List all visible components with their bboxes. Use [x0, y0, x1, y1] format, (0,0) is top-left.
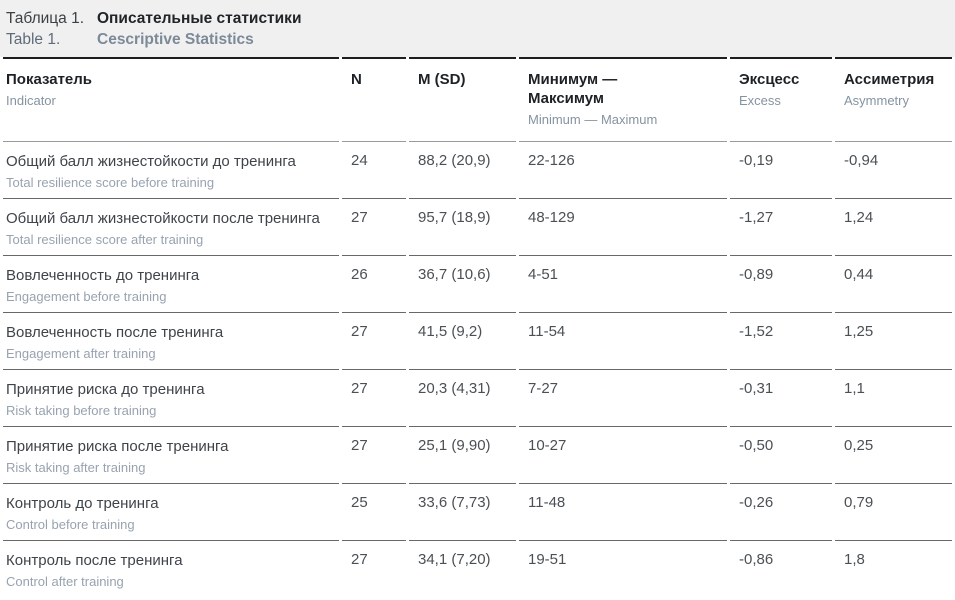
caption-ru-title: Описательные статистики [97, 10, 302, 27]
cell-m-sd: 34,1 (7,20) [409, 540, 516, 597]
row-label-en: Engagement after training [6, 346, 156, 361]
cell-asymmetry: 0,25 [835, 426, 952, 483]
caption-en-prefix: Table 1. [6, 31, 61, 48]
header-excess-ru: Эксцесс [739, 71, 800, 88]
row-label-en: Engagement before training [6, 289, 167, 304]
header-min-max-en: Minimum — Maximum [528, 112, 658, 127]
cell-indicator: Вовлеченность после тренинга Engagement … [3, 312, 339, 369]
caption-en-title: Cescriptive Statistics [97, 31, 254, 48]
cell-asymmetry: 1,24 [835, 198, 952, 255]
cell-excess: -0,86 [730, 540, 832, 597]
cell-n: 26 [342, 255, 406, 312]
header-asymmetry: Ассиметрия Asymmetry [835, 57, 952, 141]
cell-min-max: 48-129 [519, 198, 727, 255]
header-min-max-ru: Минимум — Максимум [528, 71, 618, 107]
cell-excess: -0,50 [730, 426, 832, 483]
header-indicator-en: Indicator [6, 93, 56, 108]
cell-asymmetry: 0,44 [835, 255, 952, 312]
cell-excess: -0,31 [730, 369, 832, 426]
cell-min-max: 22-126 [519, 141, 727, 198]
cell-excess: -0,89 [730, 255, 832, 312]
cell-indicator: Контроль после тренинга Control after tr… [3, 540, 339, 597]
cell-n: 27 [342, 198, 406, 255]
row-label-ru: Вовлеченность после тренинга [6, 324, 224, 341]
cell-asymmetry: -0,94 [835, 141, 952, 198]
cell-m-sd: 88,2 (20,9) [409, 141, 516, 198]
cell-min-max: 11-48 [519, 483, 727, 540]
row-label-en: Total resilience score after training [6, 232, 204, 247]
cell-asymmetry: 1,1 [835, 369, 952, 426]
statistics-table: Показатель Indicator N M (SD) Минимум — … [0, 57, 955, 597]
table-row: Контроль после тренинга Control after tr… [3, 540, 952, 597]
cell-m-sd: 36,7 (10,6) [409, 255, 516, 312]
header-asymmetry-en: Asymmetry [844, 93, 909, 108]
cell-n: 27 [342, 312, 406, 369]
table-row: Вовлеченность после тренинга Engagement … [3, 312, 952, 369]
header-n: N [342, 57, 406, 141]
cell-min-max: 7-27 [519, 369, 727, 426]
row-label-en: Control after training [6, 574, 124, 589]
cell-n: 27 [342, 540, 406, 597]
cell-indicator: Общий балл жизнестойкости до тренинга To… [3, 141, 339, 198]
cell-m-sd: 33,6 (7,73) [409, 483, 516, 540]
cell-min-max: 11-54 [519, 312, 727, 369]
cell-indicator: Общий балл жизнестойкости после тренинга… [3, 198, 339, 255]
table-row: Принятие риска до тренинга Risk taking b… [3, 369, 952, 426]
row-label-en: Risk taking before training [6, 403, 157, 418]
cell-indicator: Принятие риска после тренинга Risk takin… [3, 426, 339, 483]
header-m-sd: M (SD) [409, 57, 516, 141]
cell-asymmetry: 1,25 [835, 312, 952, 369]
table-row: Контроль до тренинга Control before trai… [3, 483, 952, 540]
header-row: Показатель Indicator N M (SD) Минимум — … [3, 57, 952, 141]
cell-n: 27 [342, 369, 406, 426]
row-label-ru: Принятие риска после тренинга [6, 438, 229, 455]
header-m-sd-label: M (SD) [418, 71, 466, 88]
row-label-ru: Общий балл жизнестойкости до тренинга [6, 153, 296, 170]
cell-excess: -1,27 [730, 198, 832, 255]
table-row: Принятие риска после тренинга Risk takin… [3, 426, 952, 483]
cell-m-sd: 95,7 (18,9) [409, 198, 516, 255]
row-label-en: Control before training [6, 517, 135, 532]
cell-min-max: 19-51 [519, 540, 727, 597]
cell-m-sd: 25,1 (9,90) [409, 426, 516, 483]
table-row: Общий балл жизнестойкости после тренинга… [3, 198, 952, 255]
caption-line-ru: Таблица 1. Описательные статистики [6, 8, 955, 29]
header-excess-en: Excess [739, 93, 781, 108]
cell-excess: -0,19 [730, 141, 832, 198]
header-n-label: N [351, 71, 362, 88]
table-row: Общий балл жизнестойкости до тренинга To… [3, 141, 952, 198]
cell-indicator: Принятие риска до тренинга Risk taking b… [3, 369, 339, 426]
cell-min-max: 10-27 [519, 426, 727, 483]
cell-n: 25 [342, 483, 406, 540]
cell-m-sd: 41,5 (9,2) [409, 312, 516, 369]
row-label-ru: Контроль после тренинга [6, 552, 183, 569]
row-label-ru: Общий балл жизнестойкости после тренинга [6, 210, 320, 227]
cell-min-max: 4-51 [519, 255, 727, 312]
row-label-en: Risk taking after training [6, 460, 146, 475]
cell-asymmetry: 0,79 [835, 483, 952, 540]
caption-ru-prefix: Таблица 1. [6, 10, 85, 27]
cell-indicator: Контроль до тренинга Control before trai… [3, 483, 339, 540]
cell-n: 27 [342, 426, 406, 483]
cell-indicator: Вовлеченность до тренинга Engagement bef… [3, 255, 339, 312]
header-excess: Эксцесс Excess [730, 57, 832, 141]
row-label-ru: Вовлеченность до тренинга [6, 267, 200, 284]
cell-excess: -1,52 [730, 312, 832, 369]
row-label-en: Total resilience score before training [6, 175, 215, 190]
cell-asymmetry: 1,8 [835, 540, 952, 597]
caption-line-en: Table 1. Cescriptive Statistics [6, 29, 955, 50]
header-min-max: Минимум — Максимум Minimum — Maximum [519, 57, 727, 141]
table-row: Вовлеченность до тренинга Engagement bef… [3, 255, 952, 312]
row-label-ru: Принятие риска до тренинга [6, 381, 205, 398]
cell-n: 24 [342, 141, 406, 198]
header-indicator-ru: Показатель [6, 71, 93, 88]
cell-m-sd: 20,3 (4,31) [409, 369, 516, 426]
row-label-ru: Контроль до тренинга [6, 495, 159, 512]
cell-excess: -0,26 [730, 483, 832, 540]
table-caption: Таблица 1. Описательные статистики Table … [0, 0, 955, 57]
header-asymmetry-ru: Ассиметрия [844, 71, 935, 88]
header-indicator: Показатель Indicator [3, 57, 339, 141]
